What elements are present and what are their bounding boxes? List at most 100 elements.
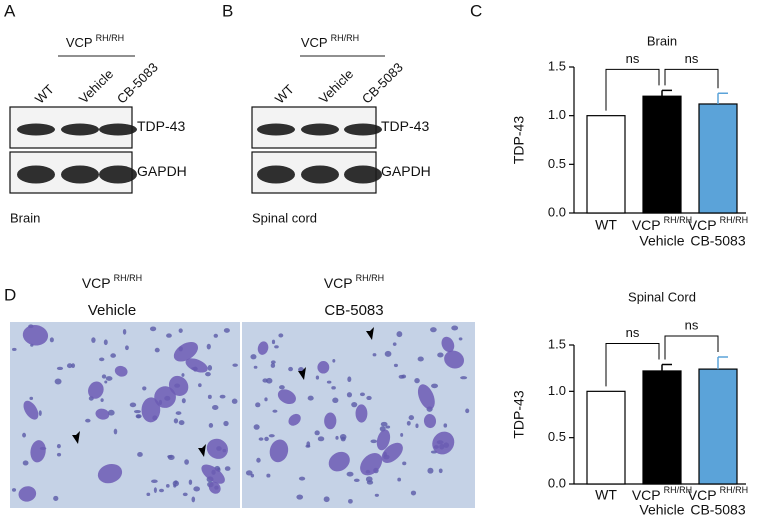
- neuron: [381, 442, 403, 463]
- bar: [698, 103, 738, 214]
- nucleus: [49, 337, 54, 343]
- nucleus: [223, 420, 229, 427]
- nucleus: [401, 374, 407, 379]
- genotype-superscript: RH/RH: [331, 33, 360, 43]
- nucleus: [231, 398, 238, 404]
- nucleus: [125, 345, 129, 351]
- nucleus: [223, 328, 230, 333]
- nucleus: [347, 376, 352, 383]
- nucleus: [323, 496, 330, 503]
- nucleus: [326, 380, 332, 384]
- nucleus: [332, 358, 336, 363]
- nucleus: [430, 327, 437, 333]
- nucleus: [175, 411, 182, 415]
- nucleus: [56, 443, 61, 449]
- nucleus: [415, 423, 419, 429]
- nucleus: [253, 424, 260, 430]
- nucleus: [443, 423, 448, 428]
- nucleus: [103, 339, 108, 346]
- nucleus: [279, 385, 285, 390]
- nucleus: [370, 439, 378, 444]
- genotype: VCP: [324, 275, 353, 291]
- y-tick-label: 1.0: [548, 107, 566, 122]
- nucleus: [331, 386, 336, 390]
- panel-label: A: [4, 1, 16, 20]
- genotype-superscript: RH/RH: [664, 215, 693, 225]
- significance-bracket: [605, 68, 660, 111]
- arrowhead: [72, 431, 80, 444]
- genotype: VCP: [632, 487, 661, 503]
- nucleus: [56, 366, 64, 371]
- neuron: [360, 452, 383, 476]
- neuron: [208, 481, 221, 494]
- band: [301, 123, 339, 136]
- nucleus: [417, 356, 424, 362]
- nucleus: [255, 402, 261, 408]
- genotype-superscript: RH/RH: [720, 485, 749, 495]
- bar: [642, 370, 682, 485]
- y-axis-label: TDP-43: [511, 390, 527, 438]
- nucleus: [105, 376, 113, 381]
- panel-label: C: [470, 1, 482, 20]
- nucleus: [11, 347, 17, 351]
- neuron: [30, 440, 46, 463]
- nucleus: [365, 476, 373, 483]
- nucleus: [110, 353, 116, 358]
- genotype-superscript: RH/RH: [356, 273, 385, 283]
- nucleus: [29, 396, 34, 401]
- nucleus: [296, 494, 304, 500]
- nucleus: [122, 328, 127, 335]
- neuron: [423, 413, 437, 429]
- nucleus: [167, 454, 173, 459]
- nucleus: [359, 392, 365, 397]
- x-tick-label: Vehicle: [639, 233, 684, 249]
- nucleus: [266, 473, 271, 478]
- genotype-superscript: RH/RH: [720, 215, 749, 225]
- nucleus: [258, 437, 264, 441]
- significance-label: ns: [626, 51, 640, 66]
- nucleus: [154, 347, 160, 353]
- nucleus: [431, 383, 439, 389]
- genotype: VCP: [688, 487, 717, 503]
- nucleus: [38, 410, 42, 416]
- genotype-label: VCP RH/RH: [66, 33, 124, 50]
- nucleus: [181, 373, 185, 377]
- nucleus: [465, 408, 470, 414]
- nucleus: [278, 333, 284, 338]
- nucleus: [245, 470, 253, 476]
- neuron: [376, 429, 391, 451]
- nucleus: [410, 490, 417, 496]
- nucleus: [397, 477, 402, 482]
- band: [344, 123, 382, 136]
- nucleus: [438, 468, 443, 474]
- band: [257, 123, 295, 136]
- lane-label: WT: [272, 82, 297, 107]
- nucleus: [400, 432, 404, 437]
- neuron: [269, 439, 289, 463]
- nucleus: [54, 378, 62, 385]
- treatment-label: Vehicle: [88, 302, 136, 319]
- nucleus: [451, 325, 459, 331]
- neuron: [168, 375, 189, 396]
- significance-label: ns: [685, 317, 699, 332]
- nucleus: [372, 353, 377, 357]
- neuron: [185, 358, 208, 373]
- bar: [698, 368, 738, 485]
- neuron: [97, 463, 123, 484]
- genotype: VCP: [632, 217, 661, 233]
- band: [301, 165, 339, 184]
- genotype-label: VCP RH/RH: [632, 215, 692, 232]
- nucleus: [178, 420, 185, 426]
- nucleus: [366, 395, 372, 401]
- y-tick-label: 0.0: [548, 475, 566, 490]
- nucleus: [146, 492, 151, 497]
- neuron: [23, 400, 39, 420]
- nucleus: [271, 339, 276, 345]
- x-tick-label: CB-5083: [690, 233, 745, 249]
- nucleus: [165, 483, 170, 488]
- nucleus: [268, 434, 275, 438]
- nucleus: [193, 486, 200, 492]
- nucleus: [427, 467, 434, 474]
- y-tick-label: 0.5: [548, 429, 566, 444]
- nucleus: [460, 376, 468, 380]
